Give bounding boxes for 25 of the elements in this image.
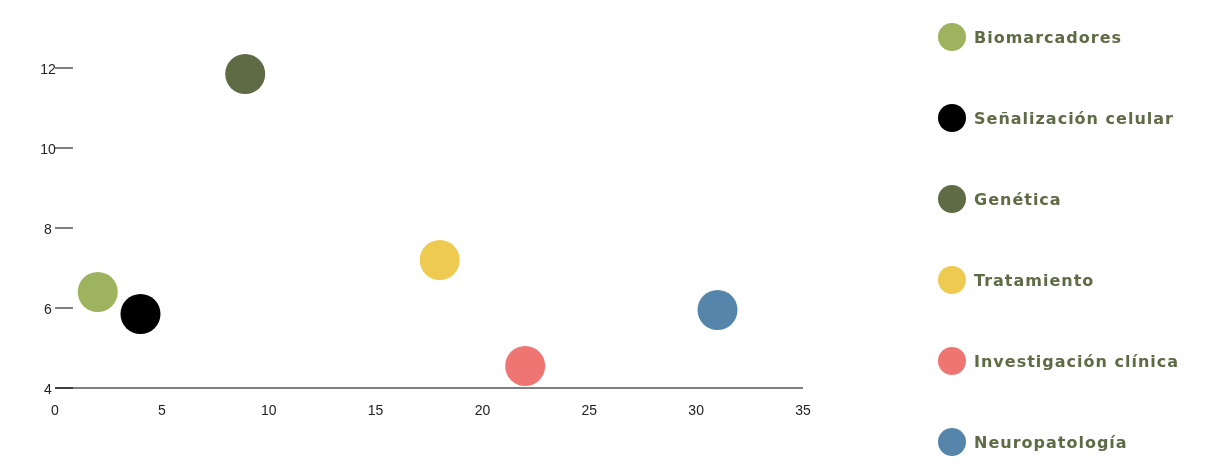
legend-label: Señalización celular	[974, 109, 1174, 128]
x-tick-label: 25	[581, 402, 598, 418]
x-tick-label: 30	[688, 402, 705, 418]
point	[419, 240, 460, 280]
y-tick-label: 4	[44, 381, 53, 397]
point	[697, 290, 738, 330]
y-tick-label: 6	[44, 301, 53, 317]
legend-label: Neuropatología	[974, 433, 1128, 452]
point	[77, 272, 118, 312]
y-tick-label: 8	[44, 221, 53, 237]
legend-label: Investigación clínica	[974, 352, 1180, 371]
y-tick-label: 10	[40, 141, 56, 157]
point	[225, 54, 266, 94]
y-tick-label: 12	[40, 61, 56, 77]
x-tick-label: 5	[157, 402, 166, 418]
point	[505, 346, 546, 386]
legend-label: Tratamiento	[974, 271, 1095, 290]
x-tick-label: 10	[260, 402, 277, 418]
x-tick-label: 0	[51, 402, 60, 418]
legend-label: Biomarcadores	[974, 28, 1123, 47]
x-tick-label: 35	[795, 402, 811, 418]
x-tick-label: 15	[367, 402, 384, 418]
legend-label: Genética	[974, 190, 1062, 209]
x-tick-label: 20	[474, 402, 491, 418]
point	[120, 294, 161, 334]
